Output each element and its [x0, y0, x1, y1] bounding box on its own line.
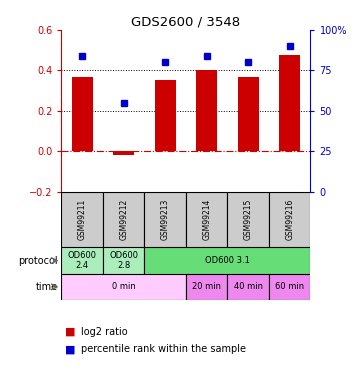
Bar: [238, 76, 258, 152]
Bar: [269, 274, 310, 300]
Text: GSM99213: GSM99213: [161, 199, 170, 240]
Bar: [227, 274, 269, 300]
Text: time: time: [36, 282, 58, 292]
Bar: [61, 192, 103, 248]
Text: 60 min: 60 min: [275, 282, 304, 291]
Bar: [186, 192, 227, 248]
Bar: [144, 248, 310, 274]
Bar: [186, 274, 227, 300]
Text: OD600 3.1: OD600 3.1: [205, 256, 250, 265]
Text: GSM99215: GSM99215: [244, 199, 253, 240]
Text: OD600
2.8: OD600 2.8: [109, 251, 138, 270]
Text: 40 min: 40 min: [234, 282, 263, 291]
Text: GSM99212: GSM99212: [119, 199, 128, 240]
Text: percentile rank within the sample: percentile rank within the sample: [81, 345, 246, 354]
Bar: [155, 80, 175, 152]
Bar: [144, 192, 186, 248]
Bar: [279, 55, 300, 152]
Bar: [61, 248, 103, 274]
Bar: [227, 192, 269, 248]
Title: GDS2600 / 3548: GDS2600 / 3548: [131, 16, 240, 29]
Bar: [269, 192, 310, 248]
Bar: [103, 192, 144, 248]
Bar: [61, 274, 186, 300]
Text: 20 min: 20 min: [192, 282, 221, 291]
Text: GSM99211: GSM99211: [78, 199, 87, 240]
Bar: [113, 152, 134, 155]
Text: 0 min: 0 min: [112, 282, 135, 291]
Text: GSM99214: GSM99214: [202, 199, 211, 240]
Text: ■: ■: [65, 327, 75, 337]
Bar: [196, 70, 217, 152]
Text: log2 ratio: log2 ratio: [81, 327, 128, 337]
Text: ■: ■: [65, 345, 75, 354]
Bar: [103, 248, 144, 274]
Text: GSM99216: GSM99216: [285, 199, 294, 240]
Bar: [72, 76, 92, 152]
Text: OD600
2.4: OD600 2.4: [68, 251, 97, 270]
Text: protocol: protocol: [18, 255, 58, 266]
